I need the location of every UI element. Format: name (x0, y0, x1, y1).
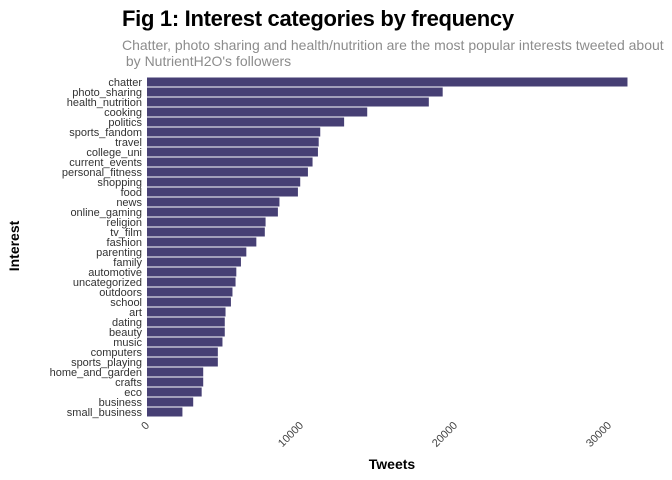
bar-chatter (147, 77, 628, 87)
bar-eco (147, 387, 202, 397)
x-tick-label-10000: 10000 (276, 420, 306, 450)
category-label-religion: religion (107, 217, 142, 229)
bar-computers (147, 347, 218, 357)
subtitle-line-2: by NutrientH2O's followers (122, 53, 292, 69)
bar-beauty (147, 327, 225, 337)
category-label-art: art (129, 307, 142, 319)
bar-current-events (147, 157, 313, 167)
x-tick-label-0: 0 (139, 420, 152, 433)
category-label-health-nutrition: health_nutrition (67, 97, 142, 109)
category-label-parenting: parenting (96, 247, 142, 259)
category-label-computers: computers (91, 347, 143, 359)
category-label-beauty: beauty (109, 327, 143, 339)
x-tick-label-30000: 30000 (584, 420, 614, 450)
x-axis-title: Tweets (369, 456, 416, 472)
x-tick-label-20000: 20000 (430, 420, 460, 450)
category-label-family: family (113, 257, 142, 269)
category-label-sports-fandom: sports_fandom (69, 127, 142, 139)
bar-art (147, 307, 226, 317)
bars-group (147, 77, 628, 417)
bar-dating (147, 317, 225, 327)
bar-food (147, 187, 298, 197)
bar-religion (147, 217, 266, 227)
category-label-eco: eco (124, 387, 142, 399)
bar-online-gaming (147, 207, 278, 217)
bar-school (147, 297, 231, 307)
category-label-cooking: cooking (104, 107, 142, 119)
chart-subtitle: Chatter, photo sharing and health/nutrit… (122, 37, 664, 69)
bar-sports-playing (147, 357, 218, 367)
bar-home-and-garden (147, 367, 204, 377)
category-label-food: food (121, 187, 142, 199)
bar-automotive (147, 267, 237, 277)
x-tick-labels: 0 10000 20000 30000 (139, 420, 614, 450)
bar-photo-sharing (147, 87, 443, 97)
category-label-college-uni: college_uni (86, 147, 142, 159)
bar-music (147, 337, 223, 347)
category-label-home-and-garden: home_and_garden (50, 367, 142, 379)
bar-college-uni (147, 147, 318, 157)
category-labels: chatterphoto_sharinghealth_nutritioncook… (50, 77, 143, 419)
y-axis-title: Interest (6, 220, 22, 271)
category-label-online-gaming: online_gaming (70, 207, 142, 219)
bar-fashion (147, 237, 257, 247)
category-label-tv-film: tv_film (110, 227, 142, 239)
category-label-small-business: small_business (67, 407, 143, 419)
bar-tv-film (147, 227, 265, 237)
category-label-sports-playing: sports_playing (71, 357, 142, 369)
bar-small-business (147, 407, 183, 417)
category-label-automotive: automotive (88, 267, 142, 279)
category-label-chatter: chatter (108, 77, 142, 89)
category-label-business: business (99, 397, 143, 409)
bar-uncategorized (147, 277, 236, 287)
category-label-music: music (113, 337, 142, 349)
category-label-news: news (116, 197, 142, 209)
bar-parenting (147, 247, 247, 257)
category-label-outdoors: outdoors (99, 287, 142, 299)
bar-crafts (147, 377, 204, 387)
category-label-politics: politics (108, 117, 142, 129)
category-label-shopping: shopping (97, 177, 142, 189)
category-label-uncategorized: uncategorized (73, 277, 142, 289)
category-label-fashion: fashion (107, 237, 142, 249)
bar-news (147, 197, 280, 207)
bar-cooking (147, 107, 368, 117)
bar-health-nutrition (147, 97, 429, 107)
chart-title: Fig 1: Interest categories by frequency (122, 6, 514, 31)
category-label-crafts: crafts (115, 377, 142, 389)
bar-outdoors (147, 287, 233, 297)
category-label-school: school (110, 297, 142, 309)
bar-shopping (147, 177, 301, 187)
bar-family (147, 257, 241, 267)
subtitle-line-1: Chatter, photo sharing and health/nutrit… (122, 37, 664, 53)
bar-politics (147, 117, 345, 127)
bar-personal-fitness (147, 167, 308, 177)
category-label-photo-sharing: photo_sharing (72, 87, 142, 99)
category-label-dating: dating (112, 317, 142, 329)
bar-business (147, 397, 194, 407)
category-label-personal-fitness: personal_fitness (62, 167, 143, 179)
bar-sports-fandom (147, 127, 321, 137)
category-label-travel: travel (115, 137, 142, 149)
category-label-current-events: current_events (69, 157, 142, 169)
bar-travel (147, 137, 319, 147)
